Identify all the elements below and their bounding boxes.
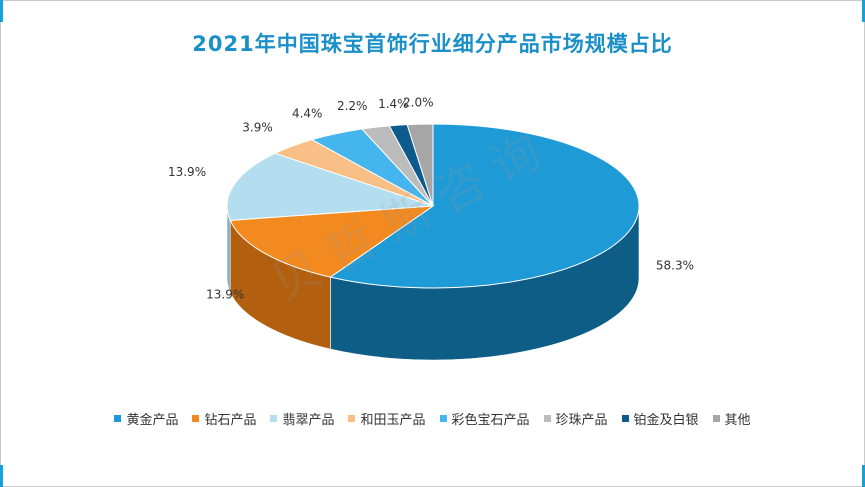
legend-swatch: [192, 415, 200, 422]
legend-item-3: 翡翠产品: [270, 409, 334, 428]
data-label-4: 3.9%: [242, 121, 273, 135]
legend-swatch: [270, 415, 278, 422]
chart-legend: 黄金产品 钻石产品 翡翠产品 和田玉产品 彩色宝石产品 珍珠产品 铂金及白银 其他: [0, 409, 865, 428]
data-label-3: 13.9%: [168, 165, 206, 179]
pie-slices: [226, 123, 640, 289]
legend-label: 珍珠产品: [555, 413, 608, 428]
legend-swatch: [543, 415, 551, 422]
legend-swatch: [439, 415, 447, 422]
legend-item-7: 铂金及白银: [621, 409, 699, 428]
data-label-1: 58.3%: [656, 258, 694, 272]
legend-item-1: 黄金产品: [114, 409, 178, 428]
legend-swatch: [348, 415, 356, 422]
legend-swatch: [114, 415, 122, 422]
legend-item-2: 钻石产品: [192, 409, 256, 428]
legend-label: 和田玉产品: [360, 413, 426, 428]
data-label-2: 13.9%: [206, 287, 244, 301]
data-label-6: 2.2%: [337, 99, 368, 113]
legend-item-5: 彩色宝石产品: [439, 409, 530, 428]
legend-swatch: [712, 415, 720, 422]
legend-item-6: 珍珠产品: [543, 409, 608, 428]
pie-data-labels: 58.3% 13.9% 13.9% 3.9% 4.4% 2.2% 1.4%2.0%: [168, 96, 694, 302]
corner-accent-top-right: [862, 0, 865, 22]
legend-swatch: [621, 415, 629, 422]
legend-item-4: 和田玉产品: [348, 409, 426, 428]
corner-accent-top-left: [0, 0, 3, 22]
legend-label: 其他: [724, 413, 751, 428]
legend-label: 彩色宝石产品: [451, 413, 530, 428]
legend-label: 钻石产品: [204, 413, 257, 428]
data-label-7: 1.4%: [378, 97, 409, 111]
pie-slice-8: [406, 123, 434, 207]
pie-side-walls: [226, 205, 640, 361]
pie-slice-3: [226, 152, 434, 221]
data-label-5: 4.4%: [292, 107, 323, 121]
chart-title: 2021年中国珠宝首饰行业细分产品市场规模占比: [192, 32, 673, 56]
pie-slice-2: [229, 205, 435, 278]
legend-label: 铂金及白银: [633, 413, 699, 428]
pie-slice-1: [329, 123, 640, 289]
legend-label: 黄金产品: [126, 413, 179, 428]
legend-label: 翡翠产品: [282, 413, 335, 428]
legend-item-8: 其他: [712, 409, 751, 428]
corner-accent-bottom-left: [0, 465, 3, 487]
corner-accent-bottom-right: [862, 465, 865, 487]
data-label-8: 2.0%: [403, 96, 434, 110]
